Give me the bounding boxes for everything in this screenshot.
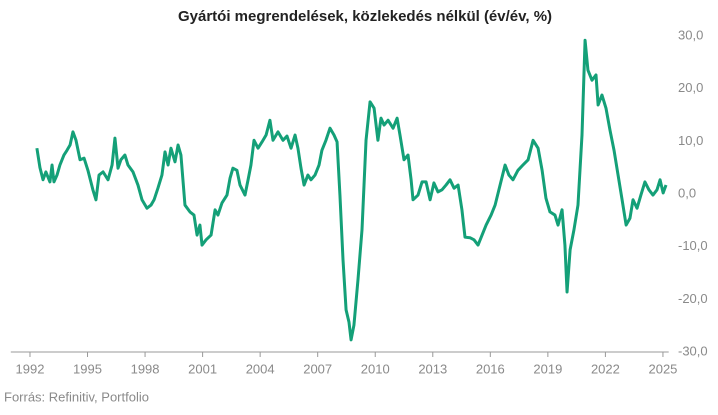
y-tick-label: -30,0 xyxy=(678,343,708,358)
x-tick-label: 1992 xyxy=(16,361,45,376)
source-note: Forrás: Refinitiv, Portfolio xyxy=(4,389,149,404)
y-tick-label: 10,0 xyxy=(678,133,703,148)
x-tick-label: 2022 xyxy=(591,361,620,376)
x-tick-label: 2010 xyxy=(361,361,390,376)
x-tick-label: 2004 xyxy=(246,361,275,376)
x-tick-label: 2013 xyxy=(418,361,447,376)
y-tick-label: 0,0 xyxy=(678,185,696,200)
x-tick-label: 2001 xyxy=(188,361,217,376)
chart-title: Gyártói megrendelések, közlekedés nélkül… xyxy=(178,8,552,25)
data-line xyxy=(35,38,668,342)
x-tick-label: 1998 xyxy=(131,361,160,376)
x-tick-label: 2016 xyxy=(476,361,505,376)
x-tick-label: 2007 xyxy=(303,361,332,376)
x-tick-label: 2025 xyxy=(648,361,677,376)
y-tick-label: -10,0 xyxy=(678,238,708,253)
y-tick-label: 20,0 xyxy=(678,80,703,95)
x-tick-label: 1995 xyxy=(73,361,102,376)
y-tick-label: -20,0 xyxy=(678,291,708,306)
x-tick-label: 2019 xyxy=(533,361,562,376)
y-tick-label: 30,0 xyxy=(678,27,703,42)
